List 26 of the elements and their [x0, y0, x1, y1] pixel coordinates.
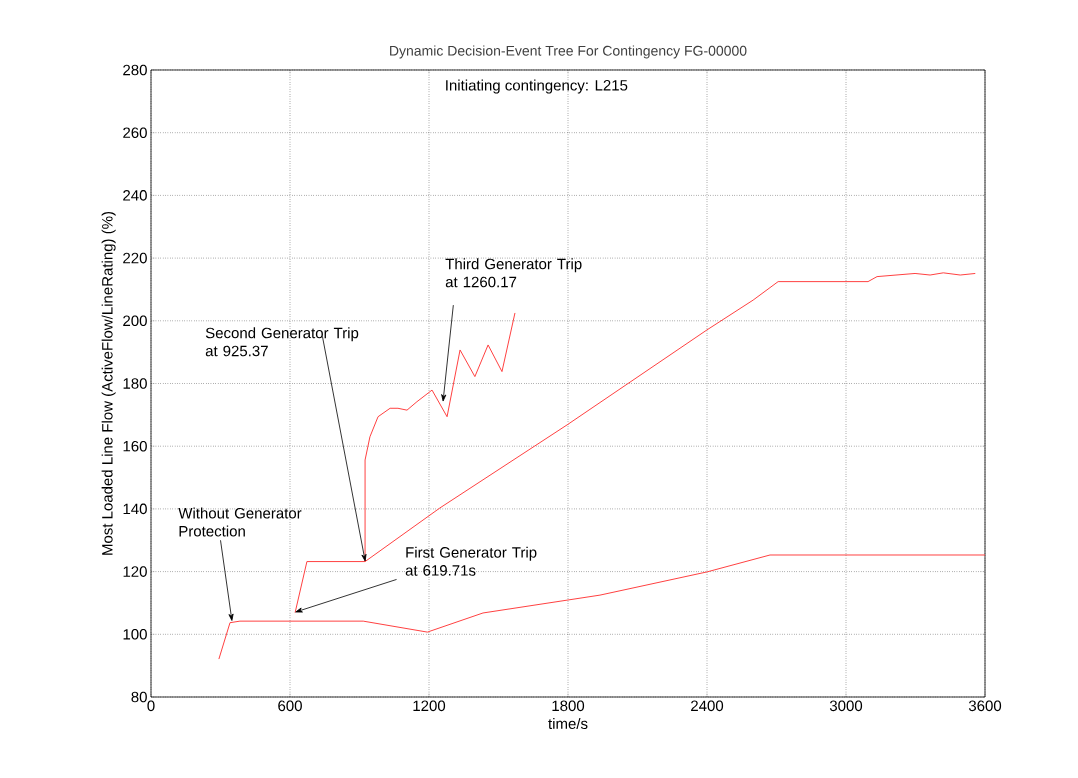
y-tick-label: 100 [123, 628, 147, 640]
x-tick-label: 3600 [968, 700, 1002, 712]
y-tick-label: 120 [123, 566, 147, 577]
x-tick-label: 3000 [829, 700, 863, 712]
annotation: Third Generator Trip at 1260.17 [445, 258, 582, 288]
annotation: Second Generator Trip at 925.37 [205, 327, 359, 357]
y-tick-label: 80 [131, 691, 147, 703]
y-tick-label: 180 [123, 378, 147, 389]
y-tick-label: 160 [123, 440, 147, 452]
y-tick-label: 240 [123, 190, 147, 201]
x-tick-label: 600 [278, 700, 302, 712]
annotation: First Generator Trip at 619.71s [405, 546, 537, 576]
y-axis-title: Most Loaded Line Flow (ActiveFlow/LineRating) (%) [101, 211, 116, 555]
annotation: Initiating contingency: L215 [446, 79, 628, 94]
y-tick-label: 280 [123, 64, 147, 76]
x-tick-label: 2400 [691, 700, 724, 712]
x-tick-label: 0 [147, 700, 155, 712]
chart-title: Dynamic Decision-Event Tree For Contingency FG-00000 [390, 45, 747, 59]
x-axis-title: time/s [548, 717, 588, 729]
y-tick-label: 260 [123, 127, 147, 138]
annotation: Without Generator Protection [178, 507, 302, 537]
y-tick-label: 220 [123, 252, 147, 264]
x-tick-label: 1200 [413, 700, 446, 712]
y-tick-label: 200 [123, 315, 147, 327]
y-tick-label: 140 [123, 503, 147, 515]
x-tick-label: 1800 [552, 700, 585, 712]
